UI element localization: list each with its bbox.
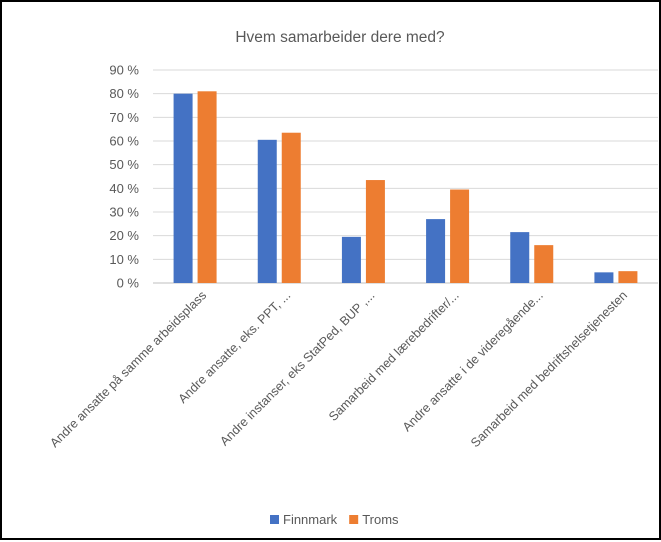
y-tick-label: 0 %: [117, 276, 140, 291]
gridlines: [153, 69, 658, 284]
legend-label: Finnmark: [283, 512, 338, 527]
bar-finnmark: [594, 272, 614, 283]
bar-finnmark: [173, 93, 193, 284]
y-tick-label: 30 %: [109, 205, 139, 220]
bar-troms: [618, 271, 638, 283]
legend: Finnmark Troms: [270, 512, 399, 527]
y-tick-label: 20 %: [109, 228, 139, 243]
y-axis-ticks: 0 % 10 % 20 % 30 % 40 % 50 % 60 % 70 % 80 % 90 %: [109, 63, 139, 291]
category-labels: Andre ansatte på samme arbeidsplassAndre…: [47, 288, 630, 450]
bar-finnmark: [426, 219, 446, 283]
chart-title: Hvem samarbeider dere med?: [235, 29, 445, 46]
bar-finnmark: [257, 139, 277, 283]
bar-finnmark: [341, 236, 361, 283]
bar-troms: [450, 189, 470, 283]
bar-finnmark: [510, 232, 530, 283]
y-tick-label: 40 %: [109, 181, 139, 196]
y-tick-label: 60 %: [109, 134, 139, 149]
legend-label: Troms: [362, 512, 399, 527]
category-label: Andre ansatte i de videregående...: [400, 288, 546, 434]
y-tick-label: 90 %: [109, 63, 139, 78]
y-tick-label: 80 %: [109, 86, 139, 101]
category-label: Andre ansatte på samme arbeidsplass: [47, 288, 209, 450]
bars: [173, 91, 638, 284]
y-tick-label: 70 %: [109, 110, 139, 125]
bar-troms: [281, 132, 301, 283]
bar-troms: [365, 180, 385, 283]
y-tick-label: 50 %: [109, 157, 139, 172]
category-label: Andre instanser, eks StatPed, BUP ,...: [217, 288, 377, 448]
bar-troms: [534, 245, 554, 283]
bar-troms: [197, 91, 217, 283]
category-label: Samarbeid med bedriftshelsetjenesten: [468, 288, 630, 450]
legend-swatch: [270, 515, 279, 524]
legend-swatch: [349, 515, 359, 524]
y-tick-label: 10 %: [109, 252, 139, 267]
